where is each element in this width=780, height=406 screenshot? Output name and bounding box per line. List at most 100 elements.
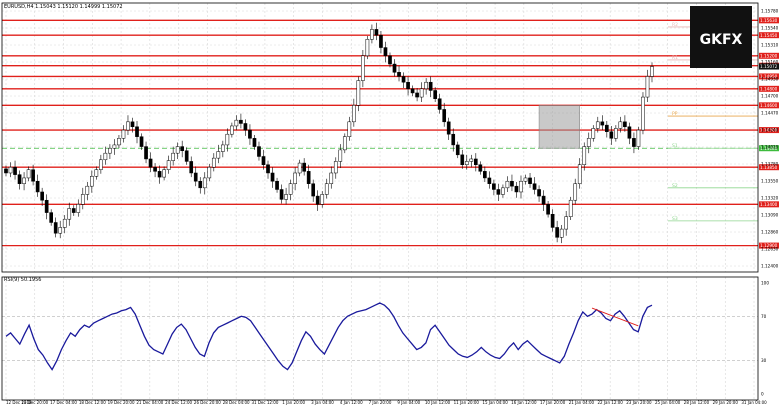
candle-body [189, 161, 194, 174]
candle-body [401, 76, 406, 83]
candle [401, 72, 406, 88]
price-level-tag [759, 242, 779, 249]
candle [22, 172, 26, 191]
candle-body [523, 177, 528, 182]
y-tick-label: 1.13550 [761, 179, 779, 184]
candle-body [582, 146, 587, 165]
x-tick-label: 17 Jan 20:00 [540, 400, 566, 405]
x-tick-label: 17 Dec 04:00 [50, 400, 77, 405]
candle-body [284, 194, 288, 200]
candle [13, 160, 17, 180]
price-level-tag [759, 17, 779, 24]
candle [333, 157, 338, 179]
gkfx-logo[interactable]: GKFX [690, 6, 752, 68]
candle [58, 220, 63, 239]
candle [103, 146, 108, 165]
candle [198, 177, 203, 194]
candle [600, 115, 605, 131]
candle-body [80, 194, 85, 205]
candle [4, 165, 8, 177]
y-tick-label: 1.15310 [761, 43, 779, 48]
candle [483, 166, 487, 183]
rsi-tick-label: 70 [761, 314, 767, 319]
candle [564, 210, 568, 236]
candle-body [4, 168, 8, 174]
candle-body [532, 183, 537, 190]
candle [397, 65, 401, 82]
candle [306, 164, 311, 189]
pivot-label: PP [672, 111, 678, 117]
candle-body [117, 138, 121, 146]
candle [419, 82, 424, 103]
candle-body [505, 180, 510, 189]
candle [180, 140, 185, 158]
x-tick-label: 25 Jan 04:00 [655, 400, 681, 405]
y-tick-label: 1.15160 [761, 60, 779, 65]
candle [193, 166, 198, 187]
candle-body [568, 199, 573, 217]
y-tick-label: 1.14700 [761, 94, 779, 99]
rsi-series: 100 70 30 0 [2, 281, 769, 397]
candle [153, 163, 157, 178]
y-tick-label: 1.13320 [761, 196, 779, 201]
candle-body [202, 177, 207, 189]
y-tick-label: 1.15540 [761, 26, 779, 31]
candle [451, 128, 456, 152]
candle [487, 171, 492, 189]
rsi-frame [1, 276, 759, 401]
candle-body [153, 166, 157, 172]
x-tick-label: 11 Jan 20:00 [454, 400, 480, 405]
candle-body [383, 47, 388, 57]
candle [437, 93, 442, 114]
candle-body [35, 180, 40, 193]
y-tick-label: 1.12630 [761, 247, 779, 252]
candle-body [460, 154, 465, 165]
x-tick-label: 9 Jan 04:00 [397, 400, 420, 405]
candle-body [591, 128, 596, 139]
candle-body [483, 171, 487, 179]
price-level-tag [759, 32, 779, 39]
candle [166, 155, 171, 174]
candle-body [184, 150, 189, 162]
rsi-label: RSI(9) 50.1956 [4, 277, 41, 283]
candle-body [473, 158, 478, 165]
candle-body [166, 160, 171, 170]
x-tick-label: 19 Dec 20:00 [108, 400, 135, 405]
candle-body [342, 136, 347, 151]
price-level-tag [759, 127, 779, 134]
candle [591, 125, 596, 142]
y-tick-label: 1.14010 [761, 145, 779, 150]
x-tick-label: 22 Jan 12:00 [597, 400, 623, 405]
x-tick-label: 4 Jan 12:00 [340, 400, 363, 405]
candle-body [279, 189, 284, 200]
candle [288, 179, 293, 201]
candle-body [586, 138, 591, 147]
candle [424, 78, 428, 95]
candle [446, 117, 451, 140]
x-tick-label: 28 Jan 12:00 [684, 400, 710, 405]
candle-body [546, 204, 550, 215]
price-level-label: 1.13400 [760, 202, 778, 207]
candle-body [397, 72, 401, 77]
candle [410, 85, 415, 97]
candlestick-series[interactable] [4, 22, 654, 244]
candle-body [347, 121, 352, 137]
candle-body [49, 212, 54, 223]
current-price-tag [759, 63, 779, 70]
y-tick-label: 1.12400 [761, 264, 779, 269]
candle-body [108, 147, 112, 154]
pivot-label: S1 [672, 143, 678, 149]
candle [44, 194, 49, 220]
candle-body [315, 195, 320, 205]
price-level-tag [759, 201, 779, 208]
candle [225, 128, 230, 152]
candle-body [555, 227, 559, 238]
candle-body [632, 138, 636, 147]
candle-body [424, 81, 428, 90]
price-level-label: 1.14300 [760, 128, 778, 133]
candle [568, 196, 573, 221]
x-tick-label: 16 Jan 12:00 [511, 400, 537, 405]
candle [406, 76, 410, 96]
candle [532, 177, 537, 195]
candle-body [645, 76, 650, 98]
